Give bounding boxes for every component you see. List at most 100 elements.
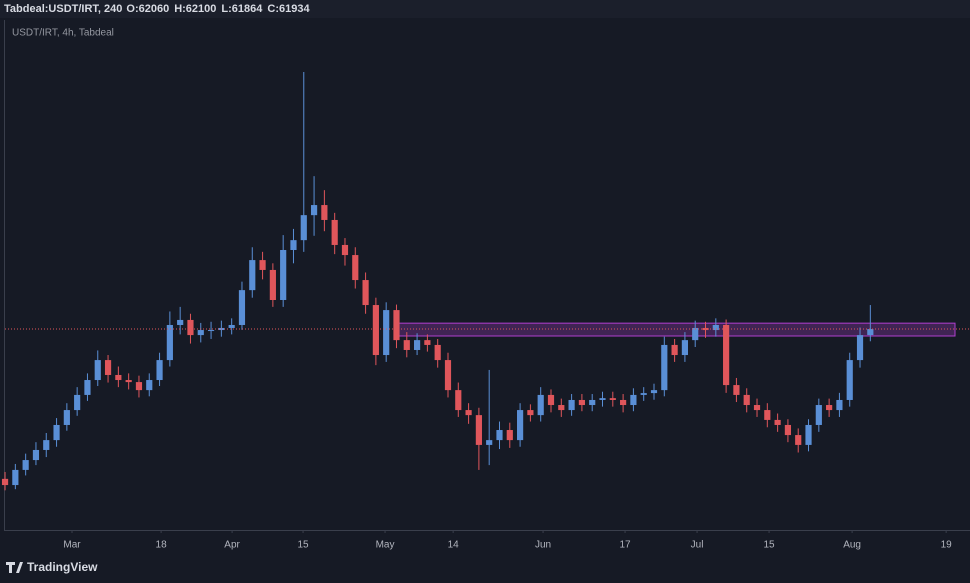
candle-body — [578, 399, 585, 406]
candle-body — [846, 360, 853, 400]
candle-body — [444, 360, 452, 391]
candle-body — [104, 360, 112, 375]
candle-body — [805, 424, 812, 445]
candle-body — [867, 329, 874, 336]
logo-icon — [6, 562, 23, 573]
candle-body — [372, 305, 379, 356]
candle-body — [12, 469, 19, 486]
candle-body — [856, 335, 864, 361]
x-tick-label: 17 — [619, 540, 631, 551]
candle-body — [413, 340, 421, 350]
x-tick-label: May — [376, 540, 395, 551]
chart-title: USDT/IRT, 4h, Tabdeal — [12, 28, 114, 39]
candle-body — [228, 324, 235, 328]
candle-body — [32, 449, 40, 461]
x-tick-label: 15 — [764, 540, 776, 551]
candle-body — [723, 324, 730, 386]
candle-body — [774, 419, 781, 425]
candle-body — [310, 205, 318, 216]
candle-body — [53, 424, 60, 441]
candle-body — [84, 380, 91, 395]
candle-body — [249, 260, 256, 291]
candle-body — [403, 340, 410, 350]
x-tick-label: Jun — [535, 540, 551, 551]
candle-body — [238, 290, 246, 325]
candle-body — [671, 344, 678, 356]
candle-body — [527, 410, 534, 416]
candle-body — [733, 385, 740, 395]
candle-body — [681, 340, 688, 356]
candle-body — [609, 398, 616, 400]
candle-body — [558, 405, 565, 411]
candle-body — [620, 399, 627, 406]
x-tick-label: Jul — [691, 540, 704, 551]
candle-body — [547, 394, 555, 406]
candle-body — [661, 344, 668, 391]
candle-body — [135, 382, 143, 391]
candle-body — [321, 205, 328, 220]
candle-body — [43, 440, 50, 450]
header-ohlc-value: L:61864 — [221, 3, 263, 15]
candle-body — [496, 430, 503, 441]
brand-name: TradingView — [27, 560, 98, 574]
candle-body — [753, 405, 761, 411]
candle-body — [486, 440, 493, 445]
candle-body — [393, 310, 400, 341]
candle-body — [115, 374, 122, 381]
brand-logo: TradingView — [6, 560, 98, 574]
x-tick-label: 18 — [156, 540, 168, 551]
candle-body — [826, 405, 833, 411]
candle-body — [341, 244, 349, 256]
header-ohlc-value: C:61934 — [267, 3, 310, 15]
candle-body — [589, 399, 596, 406]
candle-body — [207, 330, 215, 332]
candle-body — [300, 215, 307, 241]
candle-body — [424, 340, 431, 345]
candle-body — [383, 310, 390, 356]
candle-body — [269, 269, 276, 300]
header-symbol: Tabdeal:USDT/IRT, 240 — [4, 3, 122, 15]
candle-body — [599, 398, 606, 400]
candle-body — [94, 360, 101, 381]
candle-body — [166, 324, 173, 361]
candle-body — [290, 240, 297, 251]
candle-body — [74, 394, 81, 411]
candle-body — [630, 394, 637, 406]
header-ohlc-value: H:62100 — [174, 3, 216, 15]
x-tick-label: Mar — [63, 540, 81, 551]
candle-body — [22, 460, 29, 470]
candle-body — [362, 280, 369, 306]
candle-body — [815, 405, 822, 425]
header-ohlc: O:62060 H:62100 L:61864 C:61934 — [126, 3, 310, 15]
candle-body — [537, 394, 544, 416]
candle-body — [568, 399, 575, 411]
candle-body — [352, 255, 359, 281]
candle-body — [187, 319, 194, 336]
header-ohlc-value: O:62060 — [126, 3, 169, 15]
candle-body — [784, 424, 792, 436]
candle-body — [475, 415, 482, 445]
candle-body — [465, 410, 472, 416]
header-bar — [0, 0, 970, 18]
candle-body — [712, 324, 719, 331]
candle-body — [280, 250, 287, 300]
candle-body — [743, 394, 750, 406]
candle-body — [146, 380, 153, 391]
candle-body — [702, 327, 709, 331]
x-tick-label: 19 — [941, 540, 953, 551]
candle-body — [795, 435, 802, 445]
candle-body — [650, 390, 658, 394]
x-tick-label: 14 — [448, 540, 460, 551]
candle-body — [331, 219, 338, 245]
candle-body — [506, 430, 513, 441]
candle-body — [259, 260, 266, 270]
candle-body — [63, 410, 70, 425]
candle-body — [197, 330, 204, 336]
candle-body — [764, 410, 771, 420]
candle-body — [517, 410, 524, 441]
candle-body — [640, 393, 647, 395]
candle-body — [1, 478, 9, 486]
